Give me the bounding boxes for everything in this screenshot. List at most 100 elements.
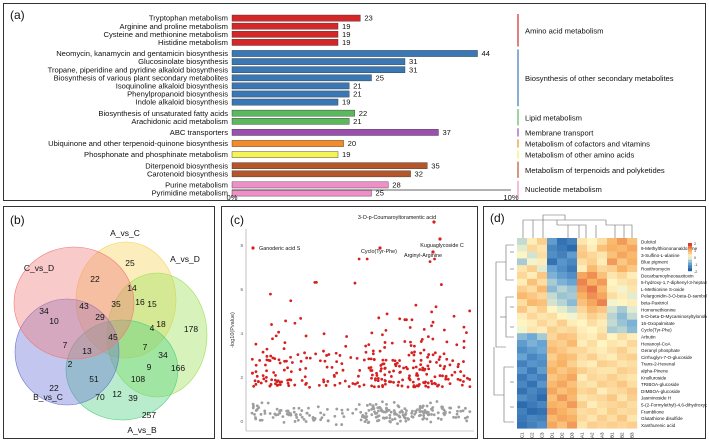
panel-label-c: (c): [230, 213, 244, 227]
heatmap-cell: [517, 374, 528, 381]
scatter-point-nonsig: [359, 410, 363, 414]
scatter-point-sig: [278, 380, 282, 384]
scatter-point-sig: [269, 354, 273, 358]
scatter-point-sig: [383, 373, 387, 377]
scatter-point-sig: [376, 379, 380, 383]
heatmap-cell: [617, 258, 628, 266]
scatter-point-sig: [422, 348, 426, 352]
scatter-point-sig: [427, 353, 431, 356]
scatter-point-nonsig: [296, 418, 300, 422]
heatmap-cell: [527, 306, 538, 313]
heatmap-cell: [587, 408, 598, 415]
scatter-point-sig: [262, 377, 266, 381]
scatter-point-sig: [323, 359, 327, 363]
scatter-point-nonsig: [430, 413, 433, 416]
scatter-point-sig: [289, 355, 292, 359]
heatmap-cell: [607, 265, 618, 273]
scatter-point-sig: [330, 365, 334, 369]
heatmap-cell: [627, 421, 638, 429]
heatmap-cell: [587, 258, 598, 266]
heatmap-cell: [567, 319, 578, 327]
scatter-point-sig: [347, 385, 351, 388]
bar-value-label: 21: [353, 82, 361, 91]
heatmap-cell: [547, 421, 558, 429]
heatmap-cell: [607, 367, 618, 375]
bar-category-label: Tropane, piperidine and pyridine alkaloi…: [48, 65, 229, 74]
scatter-point-sig: [412, 359, 416, 363]
heatmap-cell: [587, 285, 598, 293]
heatmap-cell: [577, 238, 588, 245]
scatter-point-sig: [389, 380, 393, 384]
heatmap-cell: [517, 380, 528, 388]
heatmap-cell: [607, 374, 618, 381]
scatter-point-nonsig: [275, 407, 279, 411]
group-label: Metabolism of other amino acids: [525, 151, 635, 160]
scatter-point-sig: [304, 366, 308, 370]
heatmap-cell: [567, 265, 578, 273]
heatmap-cell: [607, 421, 618, 429]
scatter-point-nonsig: [254, 409, 258, 412]
heatmap-cell: [587, 340, 598, 347]
pathway-bar-chart: Tryptophan metabolism 23 Arginine and prol…: [48, 14, 674, 202]
heatmap-cell: [627, 292, 638, 300]
bar-category-label: Arginine and proline metabolism: [120, 22, 228, 31]
scatter-point-sig: [305, 356, 309, 360]
scatter-point-sig: [438, 355, 442, 359]
scatter-point-sig: [372, 385, 376, 389]
heatmap-cell: [557, 353, 568, 361]
heatmap-cell: [577, 394, 588, 402]
bar-value-label: 35: [431, 161, 439, 170]
pathway-bar-panel: (a) Tryptophan metabolism 23 Arginine and …: [3, 3, 706, 202]
heatmap-cell: [597, 306, 608, 313]
heatmap-cell: [517, 238, 528, 245]
heatmap-cell: [627, 360, 638, 368]
heatmap-cell: [587, 272, 598, 279]
scatter-point-sig: [372, 358, 376, 362]
point-annotation: Arginyl-Arginine: [404, 253, 442, 259]
bar-category-label: ABC transporters: [170, 128, 228, 137]
bar-value-label: 23: [364, 14, 372, 23]
color-scale-swatch: [688, 259, 692, 263]
scatter-point-sig: [450, 373, 454, 377]
scatter-point-sig: [326, 380, 330, 383]
heatmap-cell: [547, 319, 558, 327]
heatmap-cell: [627, 346, 638, 354]
scatter-point-sig: [427, 367, 431, 371]
scatter-point-nonsig: [455, 412, 459, 416]
scatter-point-nonsig: [268, 412, 272, 415]
heatmap-cell: [557, 258, 568, 266]
heatmap-cell: [517, 258, 528, 266]
scatter-point-sig: [456, 365, 460, 369]
heatmap-cell: [607, 394, 618, 402]
scatter-point-sig: [406, 367, 409, 371]
scatter-point-sig: [378, 349, 382, 353]
venn-region-count: 166: [171, 363, 185, 373]
heatmap-cell: [627, 414, 638, 422]
heatmap-cell: [597, 265, 608, 273]
heatmap-cell: [607, 244, 618, 252]
heatmap-cell: [567, 285, 578, 293]
heatmap-cell: [527, 299, 538, 307]
bar-rect: [231, 90, 350, 98]
scatter-panel: (c) 0 2 4 6 8 -log10(Pvalue) Ganoderic acid S 3…: [221, 206, 478, 439]
heatmap-cell: [597, 387, 608, 395]
scatter-point-sig: [377, 316, 381, 320]
scatter-point-sig: [271, 356, 275, 360]
heatmap-cell: [607, 278, 618, 286]
heatmap-row-label: Cyclo(Tyr-Phe): [641, 328, 672, 333]
bar-value-label: 19: [342, 30, 350, 39]
scatter-point-nonsig: [425, 404, 429, 408]
scatter-point-sig: [446, 377, 450, 381]
heatmap-cell: [517, 265, 528, 273]
heatmap-cell: [567, 312, 578, 320]
heatmap-cell: [577, 408, 588, 415]
venn-region-count: 43: [79, 301, 89, 311]
heatmap-cell: [527, 394, 538, 402]
heatmap-col-label: B2: [620, 432, 625, 438]
scatter-point-sig: [370, 376, 373, 380]
scatter-point-sig: [392, 369, 395, 373]
scatter-point-sig: [308, 385, 311, 389]
scatter-point-sig: [325, 365, 329, 369]
dendrogram-branch: [493, 347, 504, 396]
dendrogram-branch: [495, 261, 506, 348]
